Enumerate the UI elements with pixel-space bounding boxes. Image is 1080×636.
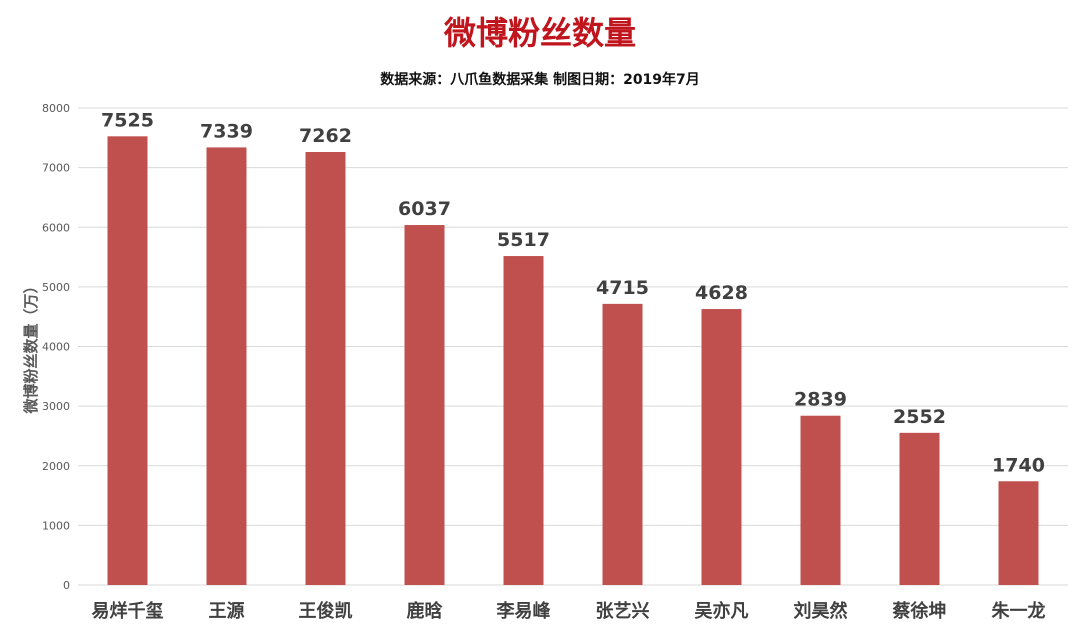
x-tick-label: 蔡徐坤: [892, 600, 947, 622]
data-label: 4715: [596, 277, 649, 299]
y-tick-label: 6000: [42, 221, 70, 234]
x-tick-label: 王源: [209, 600, 245, 622]
data-label: 2839: [794, 389, 847, 411]
x-tick-label: 张艺兴: [596, 600, 650, 622]
y-tick-label: 7000: [42, 162, 70, 175]
x-axis-ticks: 易烊千玺 王源 王俊凯 鹿晗 李易峰 张艺兴 吴亦凡 刘昊然 蔡徐坤 朱一龙: [92, 600, 1046, 622]
y-tick-label: 1000: [42, 519, 70, 532]
x-tick-label: 易烊千玺: [92, 600, 164, 622]
x-tick-label: 王俊凯: [299, 600, 353, 622]
data-label: 4628: [695, 282, 748, 304]
bar: [503, 256, 544, 585]
data-label: 2552: [893, 406, 946, 428]
y-tick-label: 8000: [42, 102, 70, 115]
bar: [899, 432, 940, 585]
bar: [800, 415, 841, 585]
bar: [107, 136, 148, 585]
bar: [206, 147, 247, 586]
data-label: 7525: [101, 109, 154, 131]
data-label: 6037: [398, 198, 451, 220]
y-tick-label: 4000: [42, 341, 70, 354]
x-tick-label: 刘昊然: [794, 600, 848, 622]
bar: [404, 225, 445, 585]
data-label: 7262: [299, 125, 352, 147]
y-tick-label: 5000: [42, 281, 70, 294]
chart-title: 微博粉丝数量: [443, 14, 636, 52]
bars: [107, 136, 1039, 586]
bar: [305, 152, 346, 586]
chart-subtitle: 数据来源：八爪鱼数据采集 制图日期：2019年7月: [380, 71, 700, 88]
data-label: 1740: [992, 454, 1045, 476]
y-axis-label: 微博粉丝数量（万）: [22, 278, 40, 414]
x-tick-label: 朱一龙: [992, 600, 1046, 622]
data-label: 7339: [200, 120, 253, 142]
x-tick-label: 鹿晗: [407, 600, 444, 622]
y-tick-label: 2000: [42, 460, 70, 473]
data-labels: 7525 7339 7262 6037 5517 4715 4628 2839 2552 1740: [101, 109, 1045, 476]
data-label: 5517: [497, 229, 550, 251]
y-tick-label: 3000: [42, 400, 70, 413]
bar: [998, 481, 1039, 585]
y-axis-ticks: 0 1000 2000 3000 4000 5000 6000 7000 8000: [42, 102, 70, 592]
bar: [602, 303, 643, 585]
y-tick-label: 0: [63, 579, 70, 592]
x-tick-label: 吴亦凡: [695, 600, 749, 622]
x-tick-label: 李易峰: [496, 600, 552, 622]
bar: [701, 309, 742, 585]
